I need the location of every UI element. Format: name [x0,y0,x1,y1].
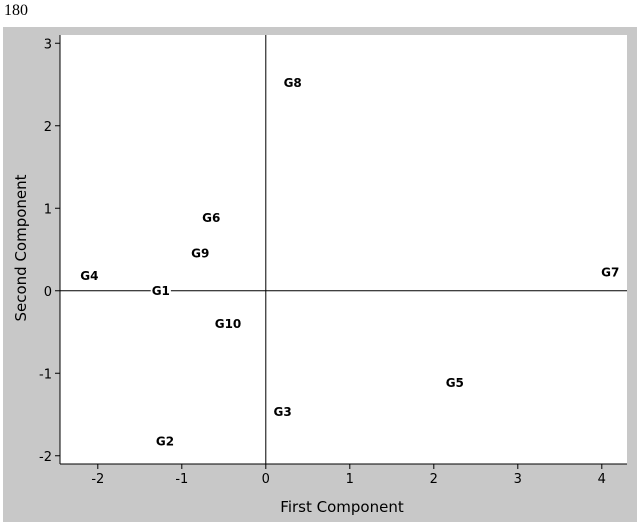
x-axis-title: First Component [280,498,404,516]
y-tick-label: 1 [44,202,52,217]
x-tick-label: 2 [430,472,438,487]
data-point-label: G5 [446,376,464,390]
data-point-g5: G5 [445,375,465,390]
data-point-label: G7 [601,266,619,280]
plot-area [60,35,627,464]
data-point-label: G8 [284,76,302,90]
data-point-label: G2 [156,435,174,449]
data-point-g1: G1 [151,283,171,298]
data-point-g6: G6 [201,210,221,225]
x-tick-label: 0 [262,472,270,487]
data-point-label: G10 [215,317,242,331]
y-tick-label: 2 [44,120,52,135]
data-point-g4: G4 [79,268,99,283]
data-point-label: G4 [80,269,98,283]
y-tick-label: -2 [39,450,52,465]
x-tick-label: -1 [175,472,188,487]
x-tick-label: 3 [514,472,522,487]
x-tick-label: 4 [598,472,606,487]
data-point-g3: G3 [272,404,292,419]
data-point-label: G3 [273,405,291,419]
data-point-g10: G10 [214,316,243,331]
data-point-label: G9 [191,247,209,261]
y-axis-title: Second Component [12,174,30,321]
x-tick-label: 1 [346,472,354,487]
data-point-label: G6 [202,211,220,225]
y-tick-label: 3 [44,37,52,52]
data-point-g2: G2 [155,434,175,449]
data-point-label: G1 [152,284,170,298]
x-tick-label: -2 [91,472,104,487]
y-tick-label: -1 [39,367,52,382]
data-point-g7: G7 [600,265,620,280]
y-tick-label: 0 [44,285,52,300]
data-point-g9: G9 [190,246,210,261]
data-point-g8: G8 [283,75,303,90]
